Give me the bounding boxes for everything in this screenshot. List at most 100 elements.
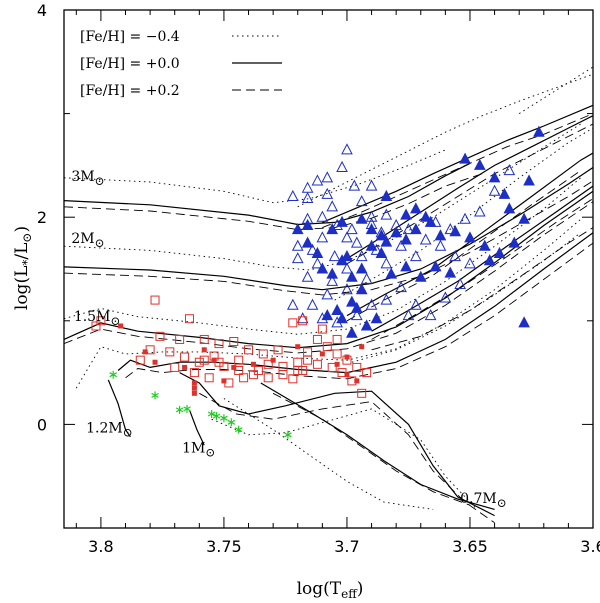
open-blue-triangles-point-37	[439, 291, 452, 303]
open-blue-triangles-point-19	[355, 249, 368, 262]
open-red-squares-point-52	[263, 359, 273, 369]
open-red-squares-point-37	[239, 373, 249, 383]
x-axis-title-main: log(T	[297, 579, 342, 599]
open-blue-triangles-point-55	[459, 212, 471, 224]
track-extra-solid-b	[371, 185, 593, 332]
filled-red-squares-point-15	[344, 354, 350, 360]
open-red-squares-point-3	[184, 314, 194, 324]
track-1-2m-solid	[117, 232, 593, 374]
open-blue-triangles-point-61	[286, 189, 299, 201]
solar-symbol: ⊙	[95, 236, 105, 250]
filled-red-squares-point-8	[221, 378, 227, 384]
open-blue-triangles-point-17	[311, 257, 324, 269]
track-extra-dotted-e	[518, 66, 593, 114]
open-blue-triangles-point-49	[291, 252, 304, 264]
track-extra-dashed-b	[371, 198, 593, 340]
mass-label-value: 1.5M	[74, 309, 111, 325]
filled-red-squares-point-5	[191, 390, 197, 396]
filled-red-squares-point-16	[354, 378, 360, 384]
track-extra-dashed-d	[322, 113, 593, 229]
open-red-squares-point-32	[327, 362, 337, 372]
x-tick-label-3-6: 3.6	[580, 537, 600, 556]
open-red-squares-point-27	[263, 373, 273, 383]
track-1m-dotted	[211, 408, 476, 508]
filled-blue-triangles-point-51	[336, 215, 348, 227]
open-blue-triangles-point-2	[301, 191, 314, 204]
filled-blue-triangles-point-2	[375, 229, 388, 241]
legend: [Fe/H] = −0.4 [Fe/H] = +0.0 [Fe/H] = +0.…	[80, 29, 282, 99]
open-red-squares-point-14	[332, 349, 342, 359]
open-blue-triangles-point-47	[326, 274, 339, 286]
track-extra-dotted-a	[334, 127, 593, 301]
track-extra-solid-d	[322, 104, 593, 223]
filled-blue-triangles-point-3	[380, 235, 393, 247]
track-3m-solid	[64, 162, 471, 226]
open-blue-triangles-point-31	[350, 309, 363, 321]
plot-frame	[63, 9, 594, 529]
filled-blue-triangles-point-29	[301, 236, 314, 248]
filled-blue-triangles-point-42	[375, 246, 388, 258]
open-blue-triangles-point-26	[321, 288, 334, 300]
open-blue-triangles-point-62	[301, 181, 314, 193]
filled-blue-triangles-point-36	[370, 312, 383, 324]
filled-red-squares-point-2	[152, 359, 158, 365]
open-red-squares-point-31	[312, 359, 322, 369]
filled-red-squares-point-12	[295, 344, 301, 350]
filled-blue-triangles-point-11	[478, 239, 491, 251]
y-tick-label-0: 0	[37, 415, 47, 434]
solar-symbol: ⊙	[123, 426, 133, 440]
filled-blue-triangles-point-50	[326, 223, 339, 235]
open-red-squares-point-21	[180, 352, 190, 362]
filled-blue-triangles-point-30	[316, 262, 329, 274]
open-red-squares-point-6	[229, 337, 239, 347]
open-blue-triangles-point-40	[341, 231, 353, 243]
open-blue-triangles-point-59	[365, 210, 378, 222]
filled-blue-triangles-point-6	[410, 223, 422, 235]
filled-blue-triangles-point-12	[493, 246, 506, 258]
open-blue-triangles-point-63	[321, 171, 334, 183]
track-1m-dashed	[199, 392, 495, 524]
filled-blue-triangles-point-46	[429, 260, 442, 272]
open-blue-triangles-point-38	[454, 277, 466, 290]
open-blue-triangles-point-27	[306, 298, 319, 310]
filled-red-squares-point-0	[118, 323, 124, 329]
filled-blue-triangles-point-32	[331, 303, 343, 315]
filled-blue-triangles-point-33	[321, 309, 334, 321]
open-red-squares-point-46	[303, 355, 313, 365]
open-red-squares-point-12	[312, 334, 322, 344]
track-extra-dotted-f	[351, 232, 581, 363]
data-markers	[91, 125, 545, 439]
open-blue-triangles-point-39	[402, 309, 415, 321]
filled-blue-triangles-point-48	[301, 218, 314, 230]
open-blue-triangles-point-8	[355, 195, 368, 207]
open-red-squares-point-2	[91, 321, 101, 331]
open-blue-triangles-point-50	[306, 243, 319, 255]
open-blue-triangles-point-22	[395, 239, 407, 251]
track-1-5m-dashed	[64, 201, 593, 354]
open-blue-triangles-point-1	[321, 187, 334, 199]
open-blue-triangles-point-35	[410, 298, 422, 310]
track-extra-solid-c	[346, 115, 593, 260]
y-axis-title: log(L*/L⊙)	[12, 226, 34, 310]
open-red-squares-point-17	[362, 368, 372, 378]
track-extra-solid-a	[346, 152, 593, 317]
filled-blue-triangles-point-34	[336, 312, 348, 324]
open-red-squares-point-4	[199, 334, 209, 344]
open-red-squares-point-51	[234, 355, 244, 365]
filled-blue-triangles-point-5	[400, 233, 412, 245]
filled-red-squares-point-9	[231, 364, 237, 370]
filled-blue-triangles-point-1	[365, 223, 378, 235]
filled-blue-triangles-point-41	[365, 239, 378, 251]
track-1-2m-dashed	[125, 242, 593, 380]
open-red-squares-point-40	[189, 368, 199, 378]
track-1m-solid	[179, 372, 495, 517]
mass-label-value: 1M	[182, 440, 205, 456]
open-blue-triangles-point-3	[341, 143, 353, 155]
open-blue-triangles-point-5	[326, 200, 339, 212]
mass-label-value: 1.2M	[86, 421, 123, 437]
track-1m-pms	[188, 409, 205, 446]
filled-blue-triangles-point-10	[464, 231, 476, 243]
filled-blue-triangles-point-14	[518, 212, 530, 224]
open-red-squares-point-29	[288, 374, 298, 384]
open-blue-triangles-point-11	[316, 231, 329, 243]
